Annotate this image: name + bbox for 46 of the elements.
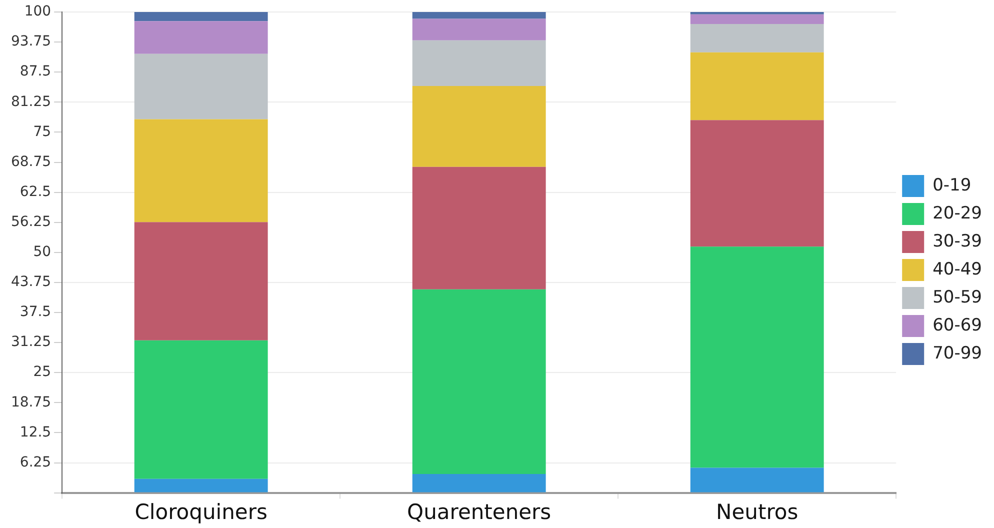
bar <box>690 246 824 468</box>
bar <box>412 474 546 492</box>
legend-label: 70-99 <box>932 343 982 364</box>
legend-label: 20-29 <box>932 203 982 224</box>
y-tick-label: 25 <box>33 364 52 380</box>
y-tick-label: 50 <box>33 244 52 260</box>
bar <box>412 86 546 167</box>
y-tick-label: 56.25 <box>10 214 52 230</box>
legend-label: 50-59 <box>932 287 982 308</box>
legend-label: 60-69 <box>932 315 982 336</box>
y-tick-label: 37.5 <box>20 304 52 320</box>
y-tick-label: 62.5 <box>20 184 52 200</box>
bar <box>412 12 546 19</box>
bar <box>134 21 268 54</box>
bar <box>690 14 824 24</box>
y-tick-label: 31.25 <box>10 334 52 350</box>
y-tick-label: 93.75 <box>10 34 52 50</box>
y-tick-label: 100 <box>24 4 52 20</box>
y-tick-label: 75 <box>33 124 52 140</box>
x-tick-label: Quarenteners <box>407 500 552 524</box>
y-tick-label: 68.75 <box>10 154 52 170</box>
legend-label: 40-49 <box>932 259 982 280</box>
bar <box>690 52 824 120</box>
y-tick-label: 43.75 <box>10 274 52 290</box>
bar <box>134 54 268 120</box>
bar <box>690 120 824 247</box>
bar <box>134 478 268 492</box>
y-tick-label: 12.5 <box>20 424 52 440</box>
bar <box>412 18 546 40</box>
bar <box>412 166 546 290</box>
x-tick-label: Cloroquiners <box>134 500 268 524</box>
bar <box>690 24 824 52</box>
y-tick-label: 87.5 <box>20 64 52 80</box>
x-tick-label: Neutros <box>716 500 798 524</box>
y-tick-label: 6.25 <box>20 454 52 470</box>
bar <box>690 468 824 492</box>
bar <box>412 40 546 86</box>
legend-label: 0-19 <box>932 175 972 196</box>
y-tick-label: 18.75 <box>10 394 52 410</box>
bar <box>134 12 268 22</box>
legend-label: 30-39 <box>932 231 982 252</box>
bar <box>134 119 268 222</box>
bar <box>134 222 268 340</box>
y-tick-label: 81.25 <box>10 94 52 110</box>
bar <box>412 289 546 474</box>
bar <box>134 340 268 479</box>
